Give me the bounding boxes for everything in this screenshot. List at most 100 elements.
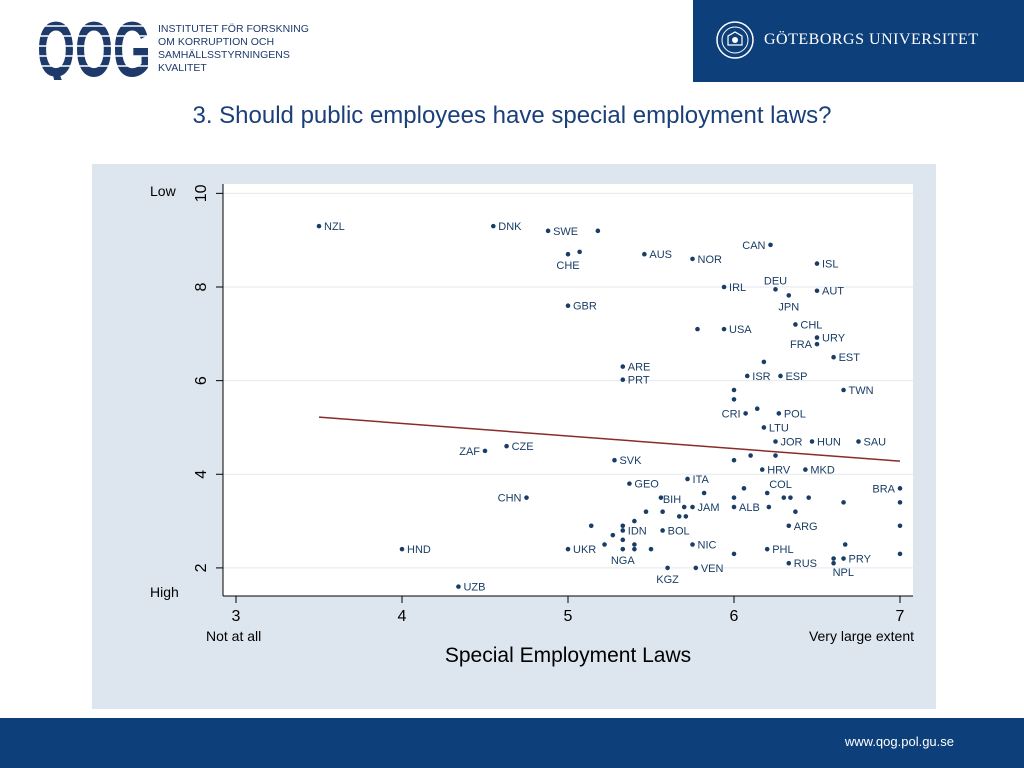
data-point <box>731 551 737 557</box>
data-point <box>764 546 770 552</box>
footer-url[interactable]: www.qog.pol.gu.se <box>844 734 954 749</box>
data-point <box>595 228 601 234</box>
data-point <box>897 500 903 505</box>
point-label: SVK <box>619 455 642 467</box>
point-label: ESP <box>785 371 807 383</box>
data-point <box>741 486 747 491</box>
qog-line: INSTITUTET FÖR FORSKNING <box>158 23 309 35</box>
x-tick-label: 7 <box>896 608 905 625</box>
point-label: HUN <box>817 437 841 449</box>
x-tick-label: 6 <box>730 608 739 625</box>
data-point <box>831 556 836 561</box>
qog-institute-name: INSTITUTET FÖR FORSKNING OM KORRUPTION O… <box>158 23 309 75</box>
point-label: NPL <box>833 567 854 579</box>
point-label: DNK <box>498 221 522 233</box>
data-point <box>588 523 594 529</box>
data-point <box>778 373 783 379</box>
point-label: GEO <box>634 479 659 491</box>
x-end-label-min: Not at all <box>206 628 261 644</box>
data-point <box>721 326 727 332</box>
data-point <box>648 546 654 552</box>
data-point <box>504 443 509 449</box>
data-point <box>731 397 737 402</box>
y-tick-label: 8 <box>193 282 210 291</box>
footer: www.qog.pol.gu.se <box>0 718 1024 768</box>
point-label: CHL <box>800 319 822 331</box>
point-label: UKR <box>573 544 596 556</box>
data-point <box>743 411 748 416</box>
data-point <box>620 528 626 533</box>
data-point <box>897 551 903 557</box>
point-label: BIH <box>663 494 681 506</box>
data-point <box>814 335 820 340</box>
point-label: CRI <box>722 408 741 420</box>
x-end-label-max: Very large extent <box>809 628 914 644</box>
y-tick-label: 10 <box>193 184 210 202</box>
data-point <box>690 542 695 547</box>
point-label: HRV <box>767 465 791 477</box>
point-label: HND <box>407 544 431 556</box>
data-point <box>642 251 647 257</box>
point-label: PRT <box>628 375 650 387</box>
data-point <box>658 495 664 500</box>
x-tick-label: 5 <box>564 608 573 625</box>
data-point <box>482 448 488 454</box>
data-point <box>831 354 836 360</box>
data-point <box>793 322 798 327</box>
data-point <box>803 467 808 472</box>
data-point <box>731 387 737 393</box>
point-label: COL <box>769 479 792 491</box>
x-tick-label: 4 <box>398 608 407 625</box>
data-point <box>577 249 582 255</box>
data-point <box>759 467 765 472</box>
data-point <box>620 537 626 543</box>
point-label: NOR <box>698 254 723 266</box>
data-point <box>620 377 626 383</box>
point-label: POL <box>784 408 806 420</box>
point-label: KGZ <box>656 574 679 586</box>
point-label: ZAF <box>459 446 480 458</box>
data-point <box>632 542 637 547</box>
point-label: AUS <box>649 249 672 261</box>
data-point <box>856 439 861 444</box>
data-point <box>897 486 903 491</box>
point-label: MKD <box>810 465 835 477</box>
data-point <box>690 504 695 510</box>
data-point <box>781 495 787 500</box>
data-point <box>491 223 496 229</box>
data-point <box>643 509 649 515</box>
data-point <box>731 504 737 510</box>
data-point <box>612 457 617 463</box>
university-banner: GÖTEBORGS UNIVERSITET <box>693 0 1024 82</box>
data-point <box>841 500 846 505</box>
point-label: EST <box>839 352 861 364</box>
data-point <box>776 411 782 416</box>
data-point <box>786 523 792 529</box>
data-point <box>761 359 767 365</box>
data-point <box>620 546 626 552</box>
point-label: ITA <box>693 474 710 486</box>
point-label: SAU <box>864 437 887 449</box>
point-label: JPN <box>778 301 799 313</box>
university-seal-icon <box>716 21 754 59</box>
point-label: BOL <box>668 525 690 537</box>
header: QOG INSTITUTET FÖR FORSKNING OM KORRUPTI… <box>0 0 1024 84</box>
data-point <box>681 504 687 510</box>
point-label: CHN <box>498 493 522 505</box>
data-point <box>731 495 737 500</box>
point-label: IDN <box>628 525 647 537</box>
data-point <box>627 481 632 486</box>
data-point <box>786 560 792 566</box>
data-point <box>610 532 616 538</box>
point-label: URY <box>822 333 846 345</box>
point-label: CAN <box>742 240 765 252</box>
data-point <box>602 542 607 547</box>
qog-logo: QOG <box>36 16 152 80</box>
data-point <box>456 584 461 589</box>
point-label: DEU <box>764 275 787 287</box>
data-point <box>831 560 836 566</box>
data-point <box>685 476 690 482</box>
data-point <box>744 373 750 379</box>
data-point <box>676 514 682 519</box>
data-point <box>786 293 792 298</box>
